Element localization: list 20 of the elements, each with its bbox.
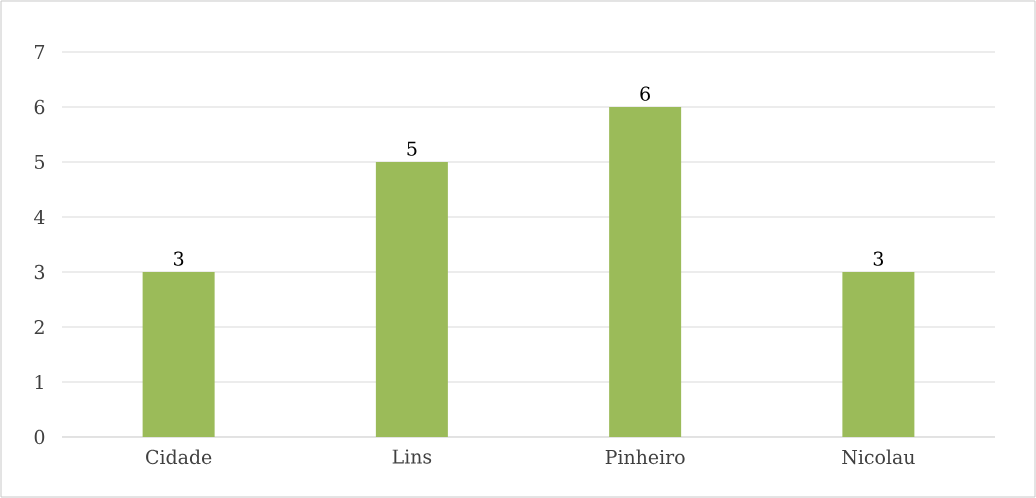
bar <box>609 107 682 437</box>
y-tick-label: 7 <box>35 45 45 59</box>
data-label: 3 <box>174 251 184 266</box>
x-tick-label: Pinheiro <box>605 449 685 465</box>
y-tick-label: 1 <box>35 374 43 390</box>
bar <box>375 162 448 437</box>
y-tick-label: 5 <box>35 154 45 170</box>
bar <box>142 272 215 437</box>
y-tick-label: 2 <box>34 319 44 335</box>
bar <box>842 272 915 437</box>
x-tick-label: Cidade <box>146 449 212 465</box>
y-tick-label: 4 <box>34 209 45 225</box>
data-label: 6 <box>640 86 650 101</box>
data-label: 3 <box>873 251 883 266</box>
x-tick-label: Lins <box>392 449 432 464</box>
y-tick-label: 3 <box>34 264 45 280</box>
y-tick-label: 6 <box>34 99 45 115</box>
x-tick-label: Nicolau <box>842 449 915 465</box>
data-label: 5 <box>407 141 417 156</box>
y-tick-label: 0 <box>34 429 45 445</box>
